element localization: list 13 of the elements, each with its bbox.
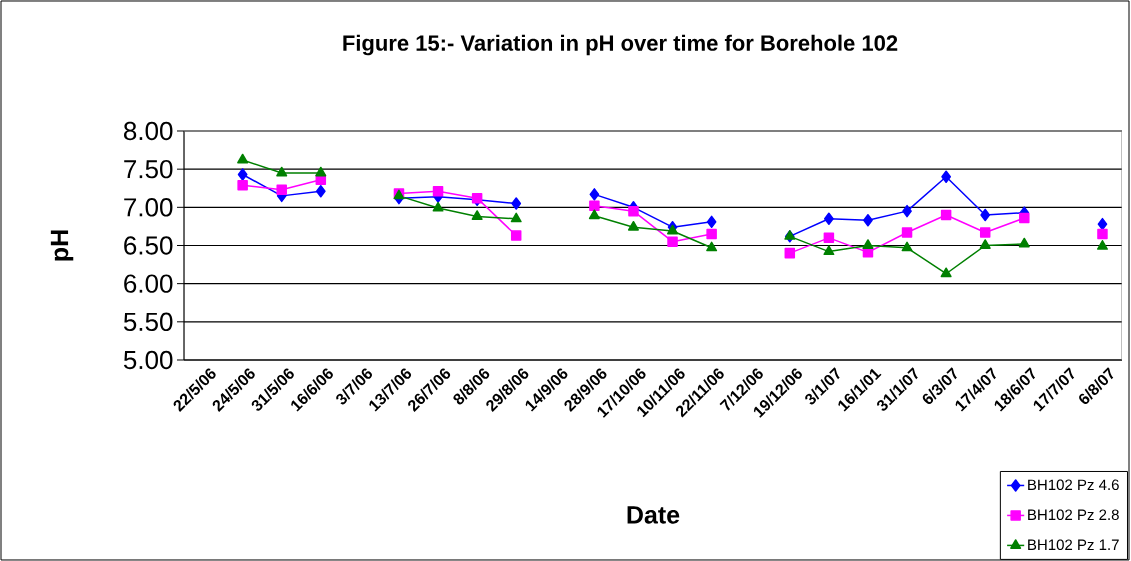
- y-tick-label: 7.00: [124, 198, 173, 217]
- y-tick-label: 5.00: [123, 350, 173, 370]
- legend-label: BH102 Pz 2.8: [1028, 509, 1119, 521]
- chart-title: Figure 15:- Variation in pH over time for Borehole 102: [343, 34, 898, 56]
- y-tick-label: 7.50: [124, 159, 173, 179]
- y-tick-label: 6.50: [124, 236, 173, 255]
- x-axis-title: Date: [627, 506, 680, 524]
- y-tick-label: 6.00: [124, 274, 173, 293]
- y-axis-title: pH: [50, 230, 74, 261]
- y-tick-label: 5.50: [123, 312, 173, 332]
- y-tick-label: 8.00: [124, 121, 173, 141]
- legend-label: BH102 Pz 4.6: [1028, 479, 1119, 491]
- legend-label: BH102 Pz 1.7: [1028, 539, 1119, 551]
